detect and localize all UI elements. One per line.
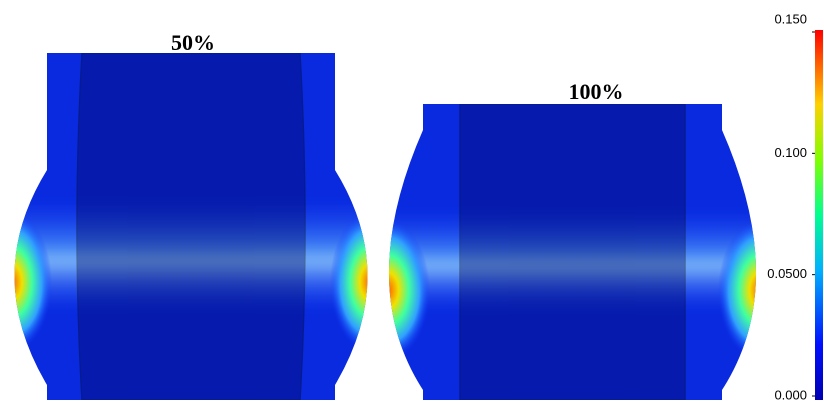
colorbar-tick-label: 0.150 [774, 11, 807, 26]
colorbar-tick-label: 0.000 [774, 387, 807, 402]
colorbar-tick-label: 0.100 [774, 145, 807, 160]
colorbar-ticks: 0.000 0.0500 0.100 0.150 [767, 11, 815, 402]
contour-plot-100 [389, 104, 756, 400]
panel-title: 100% [569, 79, 624, 104]
colorbar-tick-label: 0.0500 [767, 266, 807, 281]
contour-plot-50 [14, 53, 368, 400]
panel-title: 50% [171, 30, 215, 55]
colorbar [815, 30, 823, 400]
